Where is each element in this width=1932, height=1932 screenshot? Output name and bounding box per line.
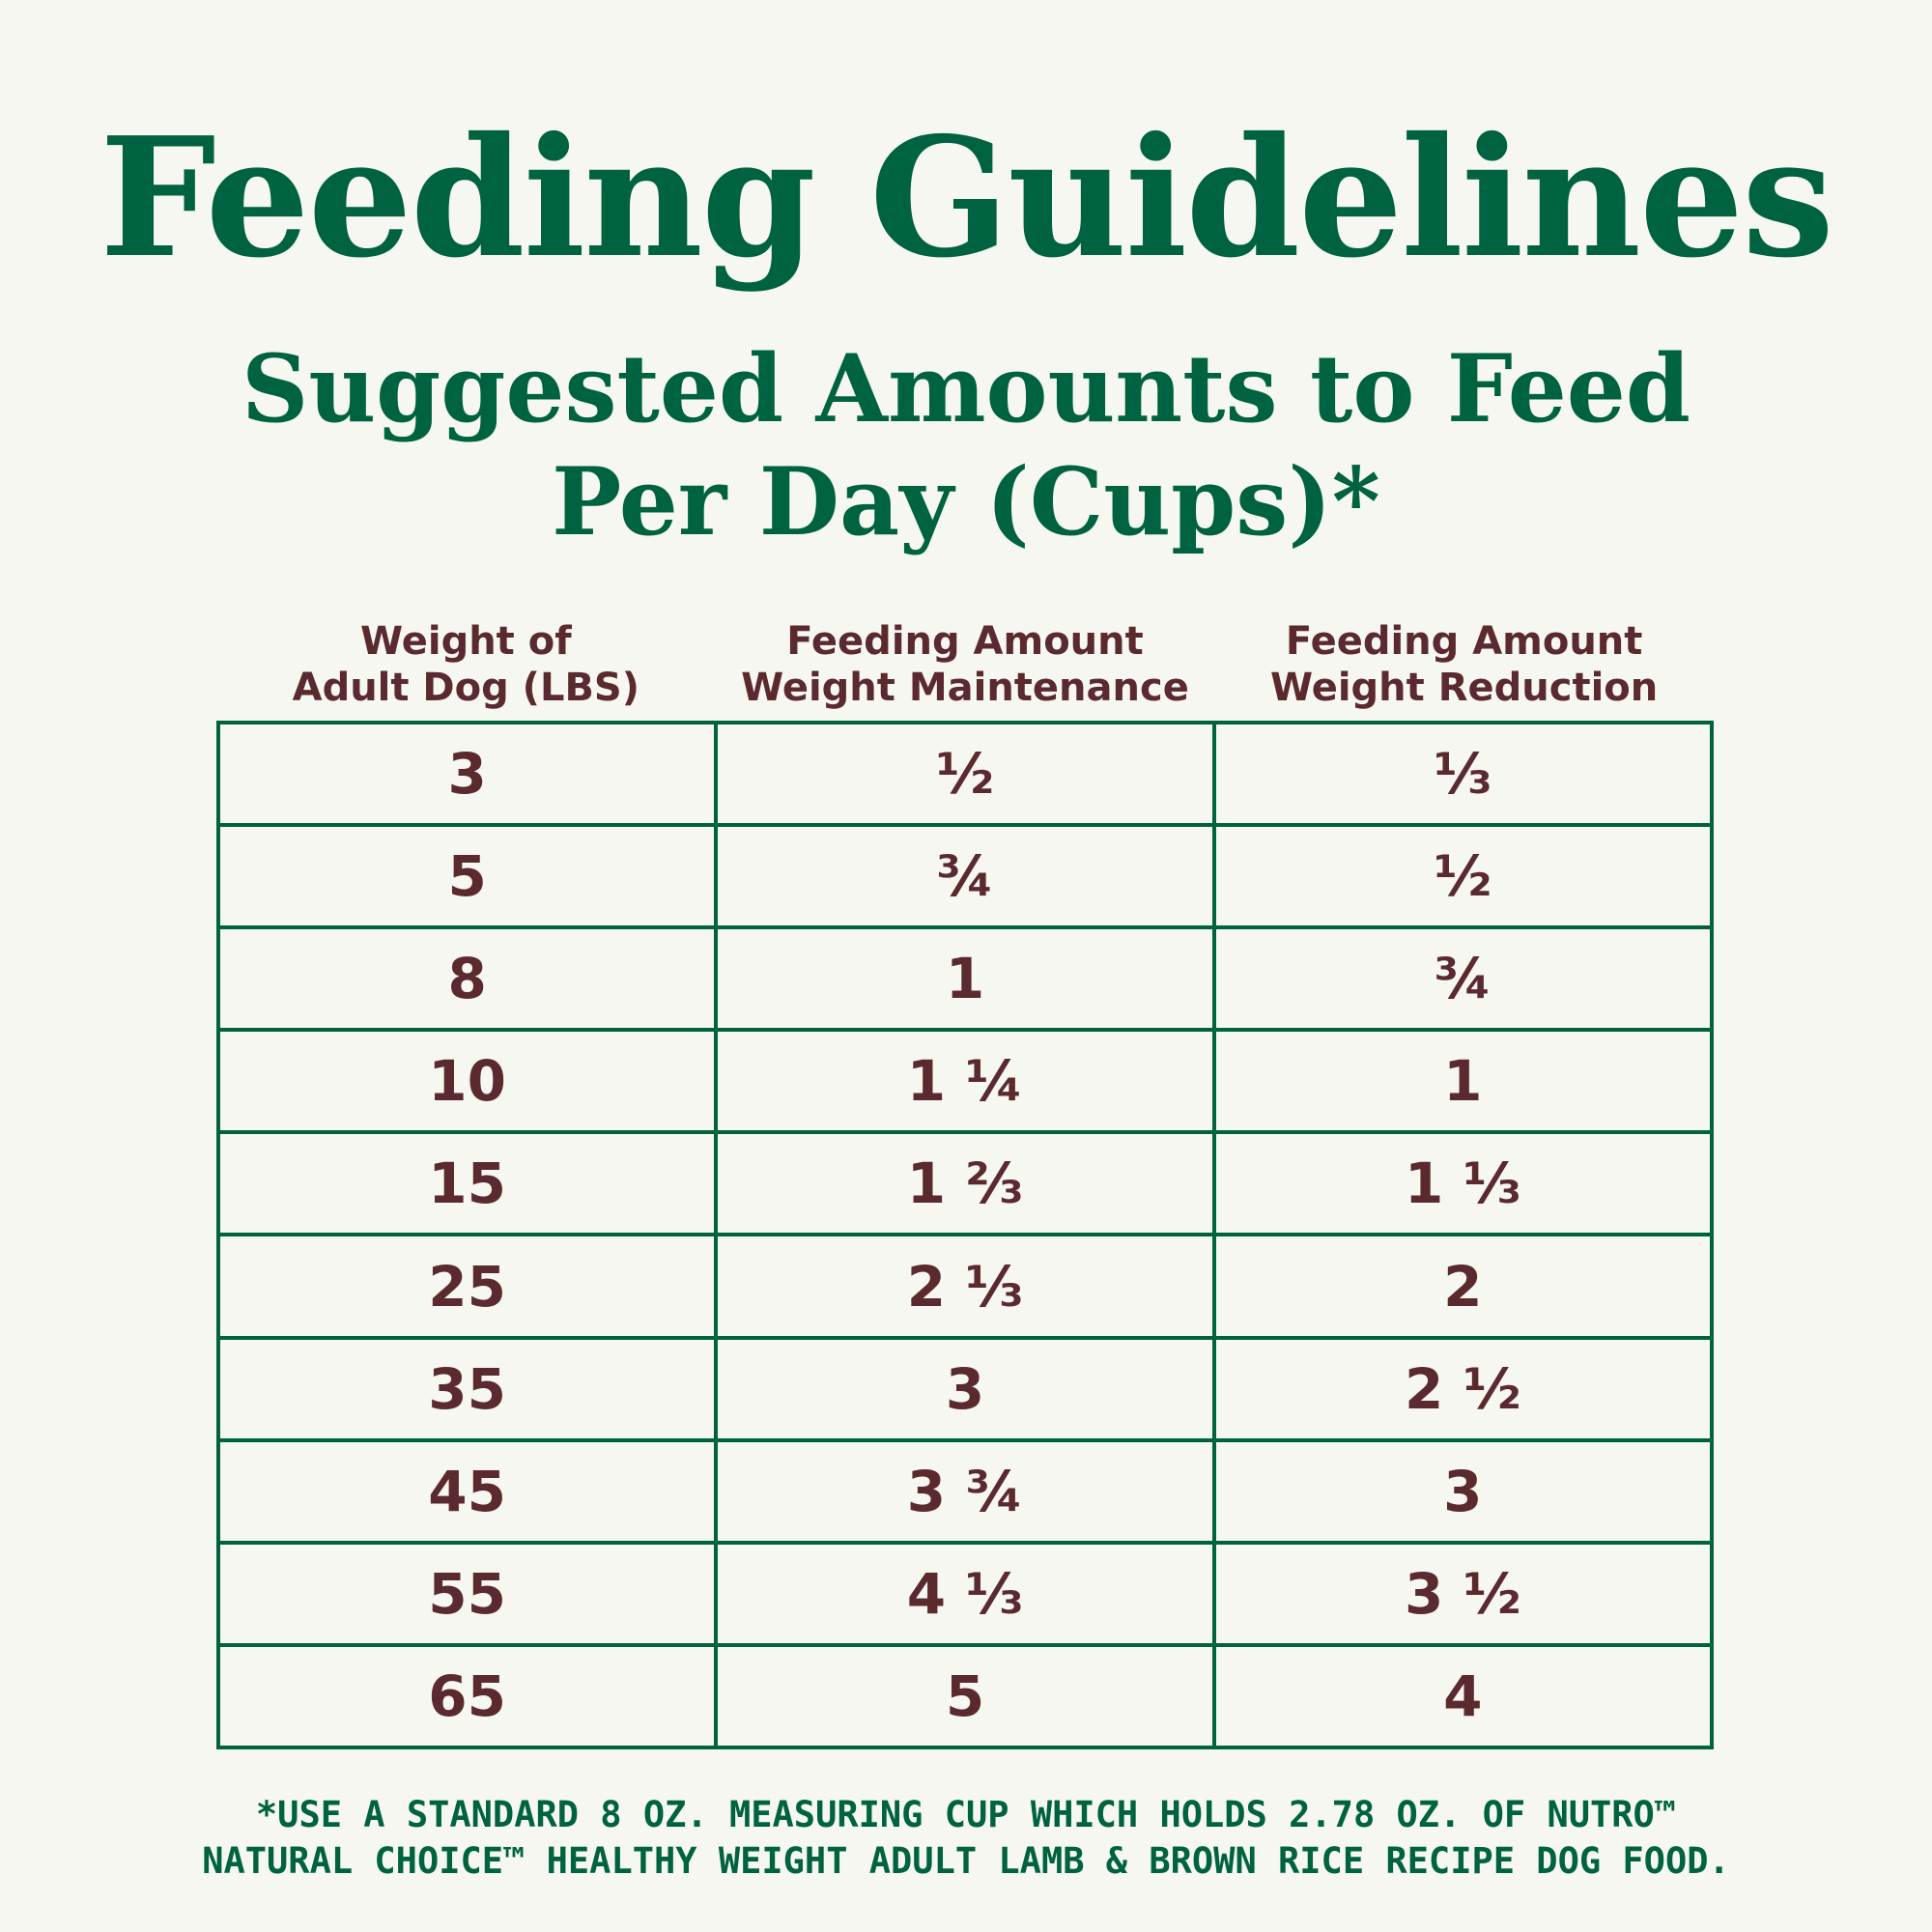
cell-dog-weight: 25 — [220, 1236, 719, 1336]
cell-weight-maintenance: ¾ — [718, 827, 1216, 926]
cell-weight-reduction: 2 — [1443, 1253, 1483, 1320]
cell-dog-weight: 55 — [220, 1544, 719, 1643]
cell-weight-maintenance: 3 ¾ — [718, 1441, 1216, 1541]
cell-weight-reduction: ⅓ — [1434, 741, 1492, 808]
cell-dog-weight: 3 — [220, 724, 719, 824]
cell-dog-weight: 65 — [220, 1646, 719, 1746]
cell-dog-weight: 10 — [220, 1032, 719, 1131]
cell-weight-maintenance: 3 — [718, 1339, 1216, 1438]
cell-weight-reduction: 4 — [1443, 1662, 1483, 1729]
column-header-line: Weight of — [360, 619, 572, 664]
column-header-dog-weight: Weight of Adult Dog (LBS) — [216, 618, 716, 715]
subtitle-line-1: Suggested Amounts to Feed — [242, 334, 1690, 443]
cell-weight-maintenance: 1 ⅔ — [718, 1134, 1216, 1234]
cell-weight-reduction: ½ — [1434, 843, 1492, 910]
cell-weight-maintenance: ½ — [718, 724, 1216, 824]
cell-dog-weight: 35 — [220, 1339, 719, 1438]
cell-weight-reduction: 1 — [1443, 1048, 1483, 1115]
column-header-weight-maintenance: Feeding Amount Weight Maintenance — [716, 618, 1215, 715]
table-row: 55 4 ⅓ 3 ½ — [220, 1544, 1710, 1647]
table-row: 25 2 ⅓ 2 — [220, 1236, 1710, 1340]
cell-dog-weight: 5 — [220, 827, 719, 926]
table-column-headers: Weight of Adult Dog (LBS) Feeding Amount… — [216, 618, 1714, 715]
table-row: 5 ¾ ½ — [220, 827, 1710, 930]
column-header-line: Weight Reduction — [1270, 666, 1659, 710]
cell-weight-maintenance: 2 ⅓ — [718, 1236, 1216, 1336]
cell-weight-reduction: ¾ — [1434, 946, 1492, 1012]
table-row: 15 1 ⅔ 1 ⅓ — [220, 1134, 1710, 1237]
cell-weight-maintenance: 4 ⅓ — [718, 1544, 1216, 1643]
feeding-table: 3 ½ ⅓ 5 ¾ ½ 8 1 ¾ 10 1 ¼ 1 15 1 ⅔ 1 ⅓ 25… — [216, 721, 1714, 1749]
column-header-weight-reduction: Feeding Amount Weight Reduction — [1214, 618, 1714, 715]
footnote-line-1: *USE A STANDARD 8 OZ. MEASURING CUP WHIC… — [255, 1794, 1677, 1835]
table-row: 10 1 ¼ 1 — [220, 1032, 1710, 1135]
table-row: 3 ½ ⅓ — [220, 724, 1710, 828]
cell-weight-maintenance: 5 — [718, 1646, 1216, 1746]
cell-weight-reduction: 3 — [1443, 1458, 1483, 1524]
cell-weight-maintenance: 1 ¼ — [718, 1032, 1216, 1131]
column-header-line: Adult Dog (LBS) — [292, 666, 640, 710]
cell-dog-weight: 15 — [220, 1134, 719, 1234]
cell-dog-weight: 8 — [220, 929, 719, 1029]
cell-weight-reduction: 3 ½ — [1405, 1560, 1521, 1627]
cell-weight-maintenance: 1 — [718, 929, 1216, 1029]
subtitle-line-2: Per Day (Cups)* — [552, 447, 1380, 556]
cell-dog-weight: 45 — [220, 1441, 719, 1541]
column-header-line: Weight Maintenance — [741, 666, 1189, 710]
footnote-line-2: NATURAL CHOICE™ HEALTHY WEIGHT ADULT LAM… — [202, 1840, 1730, 1882]
table-row: 45 3 ¾ 3 — [220, 1441, 1710, 1545]
cell-weight-reduction: 2 ½ — [1405, 1355, 1521, 1422]
column-header-line: Feeding Amount — [1285, 619, 1643, 664]
table-row: 35 3 2 ½ — [220, 1339, 1710, 1442]
page-title: Feeding Guidelines — [99, 101, 1834, 295]
column-header-line: Feeding Amount — [786, 619, 1144, 664]
table-row: 8 1 ¾ — [220, 929, 1710, 1033]
table-row: 65 5 4 — [220, 1646, 1710, 1746]
cell-weight-reduction: 1 ⅓ — [1405, 1151, 1521, 1217]
